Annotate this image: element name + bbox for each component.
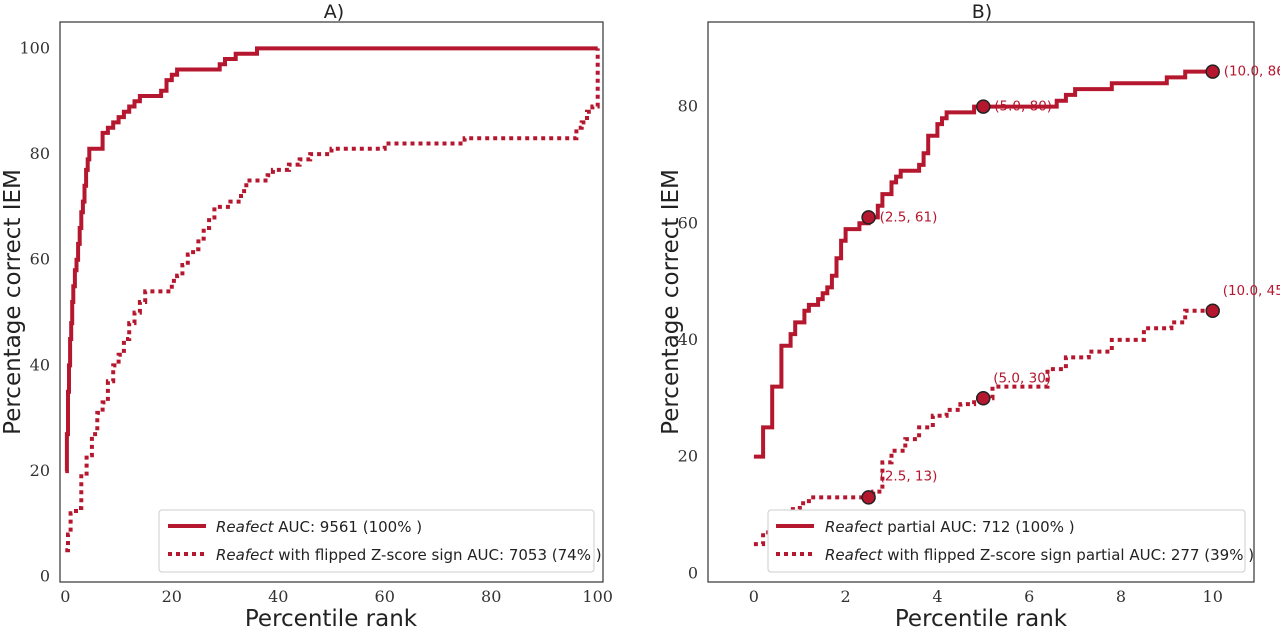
panel-a-ytick-label: 80: [30, 144, 50, 163]
panel-a-xtick-label: 60: [375, 587, 395, 606]
panel-a-xtick-label: 80: [481, 587, 501, 606]
annotation-label: (5.0, 80): [994, 99, 1052, 115]
panel-b-ylabel: Percentage correct IEM: [658, 169, 684, 435]
panel-a-ticks: 0 20 40 60 80 100 0 20 40 60 80 100: [19, 38, 612, 606]
panel-b-series: [753, 69, 1213, 547]
panel-b-ticks: 0 2 4 6 8 10 0 20 40 60 80: [678, 97, 1223, 606]
panel-b: B) 0 2 4 6 8 10 0 20 40 60 80 (2.5, 61) (5.0, 80) (1…: [658, 1, 1280, 629]
panel-b-ytick-label: 20: [678, 447, 698, 466]
panel-a-title: A): [324, 1, 344, 23]
panel-a-ytick-label: 60: [30, 250, 50, 269]
panel-b-frame: [707, 21, 1255, 583]
panel-a-legend: Reafect AUC: 9561 (100% ) Reafect with f…: [158, 509, 602, 573]
annotation-label: (2.5, 61): [880, 209, 938, 225]
panel-b-legend: Reafect partial AUC: 712 (100% ) Reafect…: [767, 509, 1254, 573]
annotation-marker: [976, 391, 991, 406]
panel-b-annotations: (2.5, 61) (5.0, 80) (10.0, 86) (2.5, 13) (5.…: [861, 64, 1280, 505]
annotation-marker: [1205, 64, 1220, 79]
panel-b-title: B): [972, 1, 992, 23]
annotation-label: (2.5, 13): [880, 468, 938, 484]
panel-a-ytick-label: 20: [30, 461, 50, 480]
panel-a: A) 0 20 40 60 80 100 0 20 40 60 80 100 Percentile r…: [0, 1, 613, 629]
annotation-marker: [976, 99, 991, 114]
panel-a-legend-label-0: Reafect AUC: 9561 (100% ): [216, 518, 422, 536]
panel-a-series-solid-line: [64, 46, 598, 474]
panel-b-legend-label-1: Reafect with flipped Z-score sign partia…: [825, 546, 1254, 564]
panel-b-ytick-label: 40: [678, 330, 698, 349]
annotation-marker: [861, 210, 876, 225]
panel-b-xtick-label: 2: [841, 587, 851, 606]
panel-a-ytick-label: 0: [40, 567, 50, 586]
annotation-marker: [861, 490, 876, 505]
panel-a-legend-label-1: Reafect with flipped Z-score sign AUC: 7…: [216, 546, 602, 564]
panel-a-series: [64, 46, 600, 553]
panel-b-legend-box: [767, 509, 1246, 573]
panel-b-xtick-label: 4: [932, 587, 942, 606]
panel-b-legend-label-0: Reafect partial AUC: 712 (100% ): [825, 518, 1075, 536]
annotation-marker: [1205, 303, 1220, 318]
panel-b-xtick-label: 8: [1116, 587, 1126, 606]
panel-a-xtick-label: 0: [60, 587, 70, 606]
panel-a-xlabel: Percentile rank: [245, 606, 418, 629]
panel-a-ytick-label: 40: [30, 355, 50, 374]
panel-a-xtick-label: 100: [582, 587, 613, 606]
panel-b-ytick-label: 0: [688, 563, 698, 582]
annotation-label: (10.0, 86): [1224, 64, 1280, 80]
panel-a-xtick-label: 40: [268, 587, 288, 606]
panel-b-ytick-label: 80: [678, 97, 698, 116]
panel-a-xtick-label: 20: [162, 587, 182, 606]
panel-b-ytick-label: 60: [678, 213, 698, 232]
panel-a-legend-box: [158, 509, 595, 573]
annotation-label: (5.0, 30): [993, 370, 1051, 386]
panel-b-series-dotted-line: [753, 308, 1213, 547]
panel-b-xtick-label: 10: [1203, 587, 1223, 606]
panel-a-ylabel: Percentage correct IEM: [0, 169, 26, 435]
panel-a-ytick-label: 100: [19, 38, 50, 57]
panel-a-series-dotted-line: [65, 48, 600, 553]
panel-b-xlabel: Percentile rank: [895, 606, 1068, 629]
annotation-label: (10.0, 45): [1223, 283, 1280, 299]
panel-a-frame: [59, 21, 604, 583]
panel-b-xtick-label: 6: [1024, 587, 1034, 606]
panel-b-xtick-label: 0: [749, 587, 759, 606]
panel-b-series-solid-line: [753, 69, 1213, 459]
